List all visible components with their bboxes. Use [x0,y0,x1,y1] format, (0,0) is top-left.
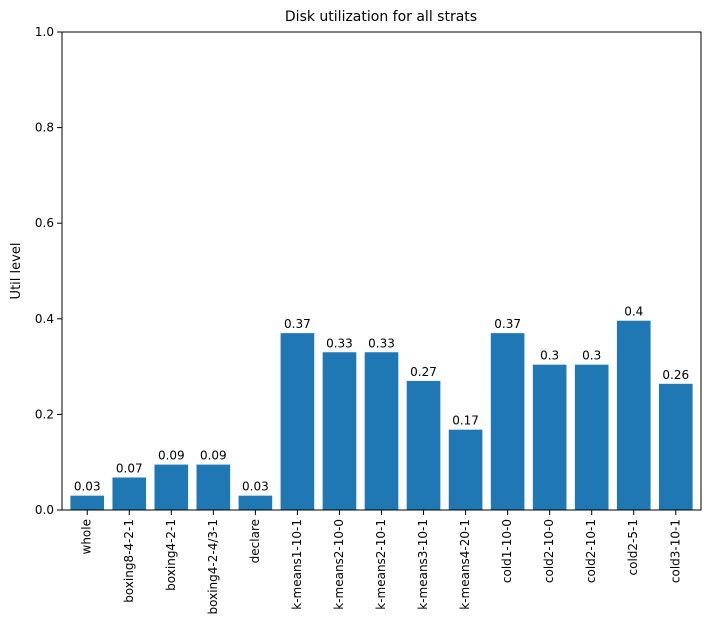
bar [280,333,315,510]
x-tick-label: whole [80,519,94,554]
bar-value-label: 0.09 [200,449,227,463]
bar-value-label: 0.26 [662,368,689,382]
bar [112,477,147,510]
x-tick-label: k-means1-10-1 [290,519,304,610]
bar [364,352,399,510]
y-tick-label: 0.2 [35,407,54,421]
x-tick-label: cold1-10-0 [500,519,514,583]
x-tick-label: k-means3-10-1 [416,519,430,610]
bar [196,464,231,510]
bar-value-label: 0.09 [158,449,185,463]
bar [490,333,525,510]
y-tick-label: 0.4 [35,312,54,326]
bar-value-label: 0.37 [494,317,521,331]
chart-title: Disk utilization for all strats [285,9,477,25]
bar-value-label: 0.03 [74,480,101,494]
bar-series [70,320,693,510]
x-tick-label: boxing4-2-4/3-1 [206,519,220,614]
y-axis-label: Util level [9,243,24,300]
y-tick-label: 0.6 [35,216,54,230]
y-tick-label: 0.8 [35,121,54,135]
bar-value-label: 0.33 [326,336,353,350]
bar-value-label: 0.27 [410,365,437,379]
bar [406,380,441,510]
y-tick-label: 0.0 [35,503,54,517]
bar [70,495,105,510]
bar-value-label: 0.17 [452,414,479,428]
x-tick-label: declare [248,519,262,563]
x-tick-label: cold2-5-1 [626,519,640,575]
bar [532,364,567,510]
bar [238,495,273,510]
bar-value-label: 0.3 [582,349,601,363]
bar-value-label: 0.4 [624,305,643,319]
bar [322,352,357,510]
y-tick-label: 1.0 [35,25,54,39]
bar [658,383,693,510]
bar-value-label: 0.33 [368,336,395,350]
bar [154,464,189,510]
x-tick-label: boxing4-2-1 [164,519,178,591]
x-tick-label: boxing8-4-2-1 [122,519,136,603]
axis-ticks: 0.0 0.2 0.4 0.6 0.8 1.0 whole boxing8-4-2-1 boxi… [35,25,682,614]
bar [448,429,483,510]
x-tick-label: k-means4-20-1 [458,519,472,610]
bar-value-label: 0.3 [540,349,559,363]
x-tick-label: cold2-10-1 [584,519,598,583]
x-tick-label: cold2-10-0 [542,519,556,583]
bar-value-label: 0.07 [116,461,143,475]
bar [574,364,609,510]
x-tick-label: k-means2-10-1 [374,519,388,610]
plot-area-frame [61,31,702,511]
x-tick-label: k-means2-10-0 [332,519,346,610]
bar-value-label: 0.37 [284,317,311,331]
x-tick-label: cold3-10-1 [668,519,682,583]
data-labels: 0.03 0.07 0.09 0.09 0.03 0.37 0.33 0.33 0.27 0.17… [74,305,689,494]
bar [616,320,651,510]
bar-value-label: 0.03 [242,480,269,494]
